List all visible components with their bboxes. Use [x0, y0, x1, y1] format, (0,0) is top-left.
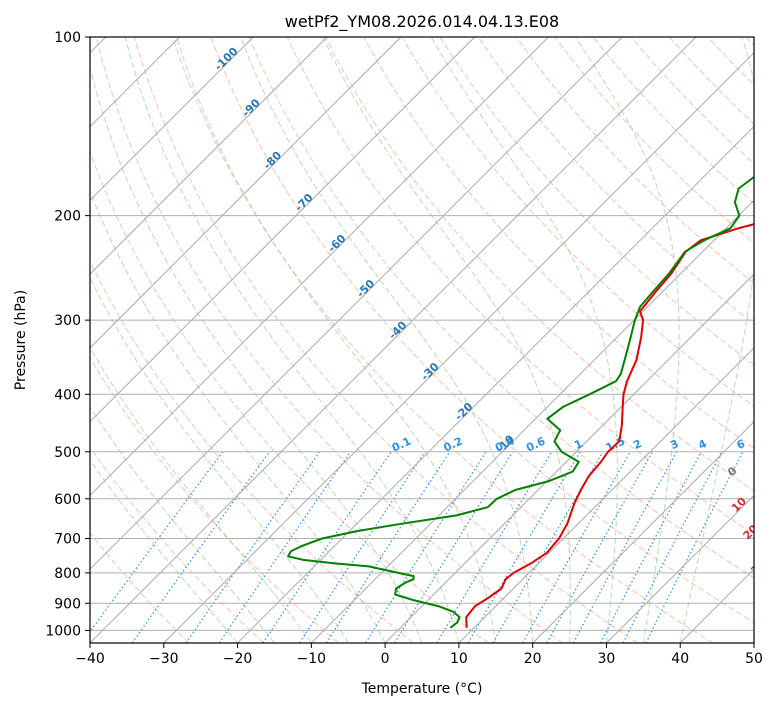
x-tick-label: −30 — [149, 651, 179, 667]
dry-adiabat — [363, 37, 754, 449]
moist-adiabat — [90, 276, 349, 643]
y-tick-label: 100 — [54, 30, 81, 46]
isotherm — [90, 37, 402, 349]
y-axis: 1000 900 800 700 600 500 400 300 200 100 — [45, 30, 90, 639]
y-tick-label: 500 — [54, 445, 81, 461]
mixing-ratio-line — [262, 451, 392, 643]
moist-adiabat — [679, 37, 754, 643]
x-axis-title: Temperature (°C) — [361, 681, 483, 697]
y-tick-label: 200 — [54, 209, 81, 225]
moist-adiabat — [90, 189, 386, 643]
moist-adiabat — [90, 65, 423, 643]
moist-adiabat — [240, 37, 534, 643]
dry-adiabat — [133, 37, 639, 643]
mixing-ratio-line — [325, 451, 451, 643]
mixing-ratio-line — [185, 451, 321, 643]
moist-adiabat — [90, 459, 238, 643]
isotherm — [532, 420, 754, 643]
dry-adiabat — [95, 37, 564, 643]
dry-adiabat — [210, 37, 754, 624]
mixing-ratio-line — [572, 451, 678, 643]
y-tick-label: 600 — [54, 492, 81, 508]
isotherm — [458, 347, 754, 643]
dry-adiabat — [90, 150, 489, 643]
moist-adiabat — [430, 37, 618, 643]
isotherm — [90, 37, 549, 497]
isotherm — [90, 37, 254, 202]
temperature-series-line — [465, 223, 754, 628]
x-tick-label: 30 — [598, 651, 616, 667]
x-tick-label: −10 — [297, 651, 327, 667]
isotherm — [753, 642, 754, 643]
moist-adiabat — [90, 405, 275, 643]
dry-adiabat — [90, 446, 265, 643]
background-lines — [90, 37, 754, 643]
mixing-ratio-line — [546, 451, 654, 643]
x-tick-label: −20 — [223, 651, 253, 667]
dry-adiabat — [401, 37, 754, 408]
y-tick-label: 700 — [54, 532, 81, 548]
dry-adiabat — [90, 356, 339, 643]
isotherm — [606, 494, 754, 643]
x-tick-label: 40 — [671, 651, 689, 667]
isotherm — [310, 199, 754, 643]
x-tick-label: 0 — [381, 651, 390, 667]
y-tick-label: 800 — [54, 566, 81, 582]
y-tick-label: 1000 — [45, 623, 81, 639]
dry-adiabat — [477, 37, 754, 325]
moist-adiabat-label: 40 — [765, 585, 775, 605]
isotherm — [90, 37, 697, 643]
mixing-ratio-line — [365, 451, 487, 643]
series-layer — [287, 175, 754, 629]
isotherm — [90, 37, 328, 275]
mixing-ratio-line — [436, 451, 553, 643]
dry-adiabat — [90, 532, 190, 643]
mixing-ratio-label: 8 — [763, 437, 775, 452]
mixing-ratio-line — [600, 451, 703, 643]
moist-adiabat — [322, 37, 571, 643]
moist-adiabat — [176, 37, 497, 643]
x-tick-label: 10 — [450, 651, 468, 667]
mixing-ratio-line — [522, 451, 631, 643]
x-axis: −40 −30 −20 −10 0 10 20 30 40 50 — [75, 643, 763, 667]
moist-adiabat — [574, 37, 680, 643]
x-tick-label: 20 — [524, 651, 542, 667]
isotherm — [163, 52, 754, 643]
isotherm — [237, 125, 754, 643]
isotherm — [90, 37, 623, 570]
dewpoint-series-line — [287, 175, 754, 629]
isotherm — [90, 37, 476, 423]
y-tick-label: 400 — [54, 387, 81, 403]
plot-frame — [89, 36, 755, 644]
x-tick-label: −40 — [75, 651, 105, 667]
y-tick-label: 300 — [54, 313, 81, 329]
mixing-ratio-line — [90, 451, 224, 633]
chart-title: wetPf2_YM08.2026.014.04.13.E08 — [285, 12, 559, 32]
dry-adiabat — [439, 37, 754, 366]
dry-adiabat — [248, 37, 754, 579]
mixing-ratio-line — [645, 451, 744, 643]
moist-adiabat — [124, 37, 460, 643]
mixing-ratio-line — [218, 451, 351, 643]
mixing-ratio-line — [131, 451, 271, 643]
isotherm — [384, 273, 754, 643]
y-tick-label: 900 — [54, 596, 81, 612]
moist-adiabat — [90, 346, 312, 643]
x-tick-label: 50 — [745, 651, 763, 667]
moist-adiabat-label: 30 — [748, 557, 768, 577]
dry-adiabat — [516, 37, 754, 285]
y-axis-title: Pressure (hPa) — [13, 290, 29, 390]
plot-background — [90, 37, 754, 643]
